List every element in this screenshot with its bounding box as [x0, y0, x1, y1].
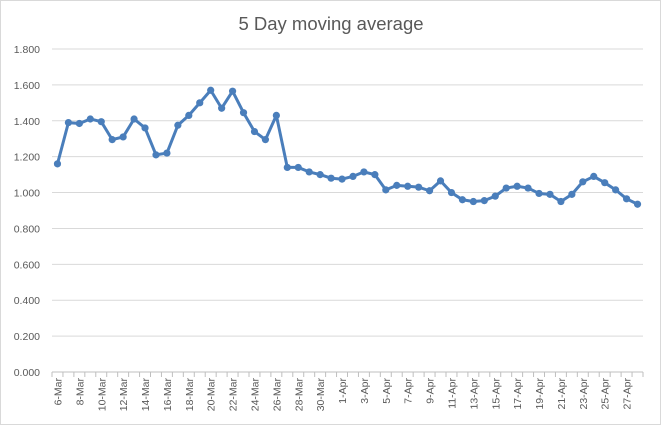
y-tick-label: 0.200 [14, 331, 40, 343]
x-tick-label: 24-Mar [249, 378, 261, 412]
data-point [568, 190, 576, 198]
data-point [622, 195, 631, 203]
data-point [535, 189, 543, 198]
x-tick-labels: 6-Mar 8-Mar 10-Mar 12-Mar 14-Mar 16-Mar 18-Mar… [52, 377, 633, 411]
data-point [557, 197, 565, 206]
data-point [130, 115, 138, 123]
data-point [272, 111, 280, 119]
x-tick-label: 11-Apr [446, 378, 458, 409]
data-point [108, 136, 116, 144]
y-tick-labels: 0.000 0.200 0.400 0.600 0.800 1.000 1.200 1.400… [14, 44, 40, 379]
data-point [163, 149, 171, 157]
data-point [75, 119, 83, 128]
x-tick-label: 12-Mar [118, 378, 130, 412]
data-point [327, 174, 335, 182]
data-point [305, 168, 313, 176]
x-tick-label: 6-Mar [52, 377, 64, 405]
data-point [316, 171, 324, 179]
data-point [601, 179, 609, 187]
data-point [404, 182, 412, 190]
data-point [382, 186, 390, 194]
data-point [97, 118, 105, 126]
data-point [185, 111, 193, 119]
data-point [425, 187, 434, 195]
data-point [469, 197, 477, 206]
data-point [590, 172, 598, 181]
y-tick-label: 0.400 [14, 295, 40, 307]
data-point [524, 184, 532, 192]
x-tick-label: 20-Mar [206, 378, 218, 412]
data-point [513, 182, 521, 190]
x-tick-label: 13-Apr [468, 377, 480, 409]
data-point [261, 136, 270, 144]
x-tick-label: 10-Mar [96, 378, 108, 412]
x-tick-label: 21-Apr [556, 377, 568, 409]
y-tick-label: 1.200 [14, 152, 40, 164]
data-point [436, 177, 445, 185]
data-point [152, 151, 160, 159]
x-tick-label: 1-Apr [337, 378, 349, 404]
data-point [360, 168, 368, 176]
data-point [207, 86, 215, 94]
x-tick-label: 3-Apr [359, 378, 371, 404]
y-tick-label: 1.600 [14, 80, 40, 92]
x-tick-label: 22-Mar [228, 378, 240, 412]
y-tick-label: 0.000 [14, 367, 40, 379]
x-tick-label: 7-Apr [403, 378, 415, 404]
data-point [283, 163, 291, 172]
data-point [491, 192, 499, 200]
x-tick-label: 18-Mar [184, 378, 196, 412]
data-point [218, 104, 226, 112]
data-point [415, 183, 423, 191]
x-tick-label: 26-Mar [271, 378, 283, 412]
data-point [579, 178, 587, 186]
y-tick-label: 1.400 [14, 116, 40, 128]
x-tick-label: 5-Apr [381, 378, 393, 404]
data-point [546, 190, 554, 198]
y-tick-label: 1.800 [14, 44, 40, 56]
x-tick-label: 30-Mar [315, 378, 327, 412]
data-point [458, 196, 467, 204]
data-point [447, 188, 456, 197]
data-point [349, 172, 357, 181]
series-line [55, 88, 640, 206]
x-tick-label: 28-Mar [293, 378, 305, 412]
gridlines [51, 48, 644, 377]
data-point [196, 99, 204, 107]
data-point [119, 133, 127, 141]
x-tick-label: 14-Mar [140, 378, 152, 412]
data-point [371, 171, 379, 179]
chart-title: 5 Day moving average [238, 13, 423, 34]
data-point [612, 186, 620, 194]
x-tick-label: 23-Apr [578, 377, 590, 409]
data-point [86, 115, 94, 123]
data-point [502, 184, 510, 192]
data-point [393, 181, 401, 189]
y-tick-label: 0.600 [14, 259, 40, 271]
x-tick-label: 19-Apr [534, 377, 546, 409]
data-point [480, 197, 488, 205]
x-tick-label: 17-Apr [512, 377, 524, 409]
x-tick-label: 27-Apr [622, 377, 634, 409]
data-point [228, 87, 237, 95]
y-tick-label: 1.000 [14, 188, 40, 200]
series-points [53, 86, 642, 208]
data-point [174, 121, 182, 129]
data-point [53, 160, 62, 168]
data-point [338, 175, 346, 183]
x-tick-label: 15-Apr [490, 377, 502, 409]
data-point [64, 118, 73, 127]
data-point [141, 124, 149, 132]
data-point [239, 109, 248, 117]
data-point [250, 127, 259, 136]
y-tick-label: 0.800 [14, 223, 40, 235]
x-tick-label: 16-Mar [162, 378, 174, 412]
data-point [633, 200, 642, 208]
x-tick-label: 9-Apr [425, 378, 437, 404]
data-point [294, 163, 302, 172]
x-tick-label: 25-Apr [600, 377, 612, 409]
x-tick-label: 8-Mar [74, 377, 86, 405]
